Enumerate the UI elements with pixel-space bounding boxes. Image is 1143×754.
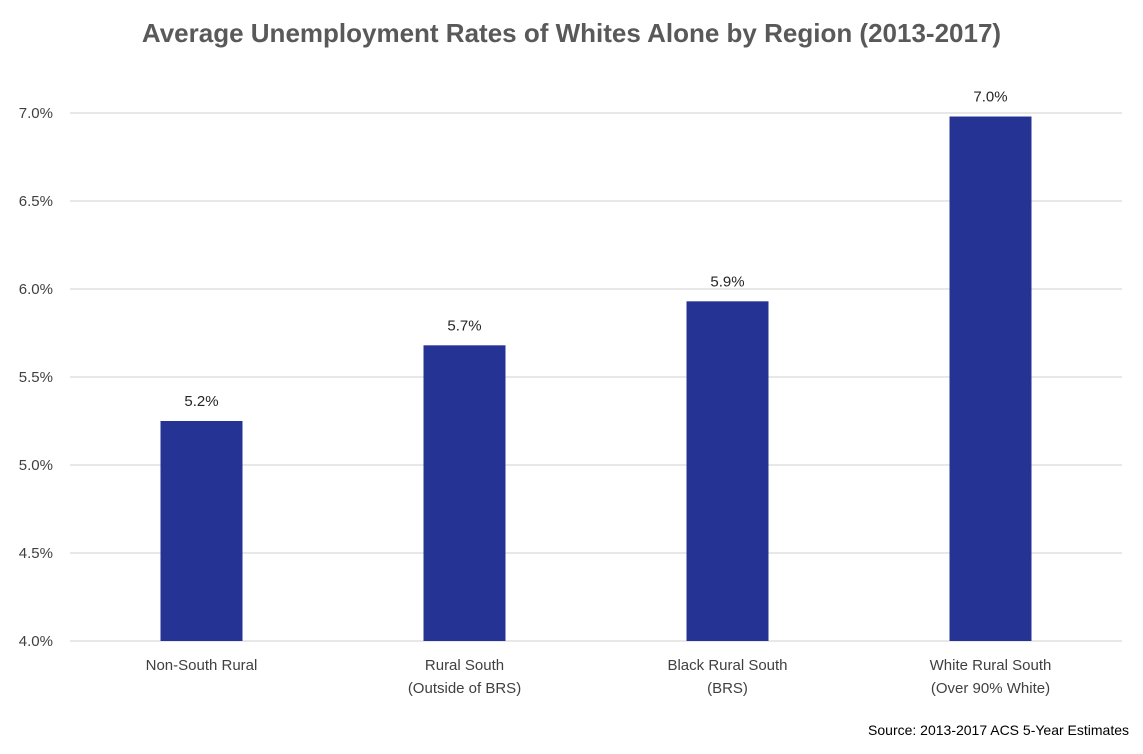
bar — [160, 421, 243, 641]
data-label: 5.9% — [710, 273, 744, 290]
data-label: 5.2% — [184, 393, 218, 410]
x-category-label: Non-South Rural — [146, 657, 258, 674]
y-tick-label: 5.5% — [19, 369, 53, 386]
bar — [423, 345, 506, 641]
source-note: Source: 2013-2017 ACS 5-Year Estimates — [868, 722, 1129, 738]
x-category-label: Rural South — [425, 657, 504, 674]
chart-title: Average Unemployment Rates of Whites Alo… — [141, 18, 1002, 48]
x-category-label: (Outside of BRS) — [408, 680, 521, 697]
x-category-label: White Rural South — [930, 657, 1052, 674]
data-label: 7.0% — [973, 89, 1007, 106]
y-tick-label: 5.0% — [19, 457, 53, 474]
bar — [949, 116, 1032, 641]
data-label: 5.7% — [447, 317, 481, 334]
x-category-label: (BRS) — [707, 680, 748, 697]
y-tick-label: 6.5% — [19, 193, 53, 210]
x-category-label: (Over 90% White) — [931, 680, 1050, 697]
y-tick-label: 7.0% — [19, 105, 53, 122]
bar — [686, 301, 769, 641]
y-tick-label: 6.0% — [19, 281, 53, 298]
y-tick-label: 4.5% — [19, 545, 53, 562]
x-category-label: Black Rural South — [667, 657, 787, 674]
y-tick-label: 4.0% — [19, 633, 53, 650]
